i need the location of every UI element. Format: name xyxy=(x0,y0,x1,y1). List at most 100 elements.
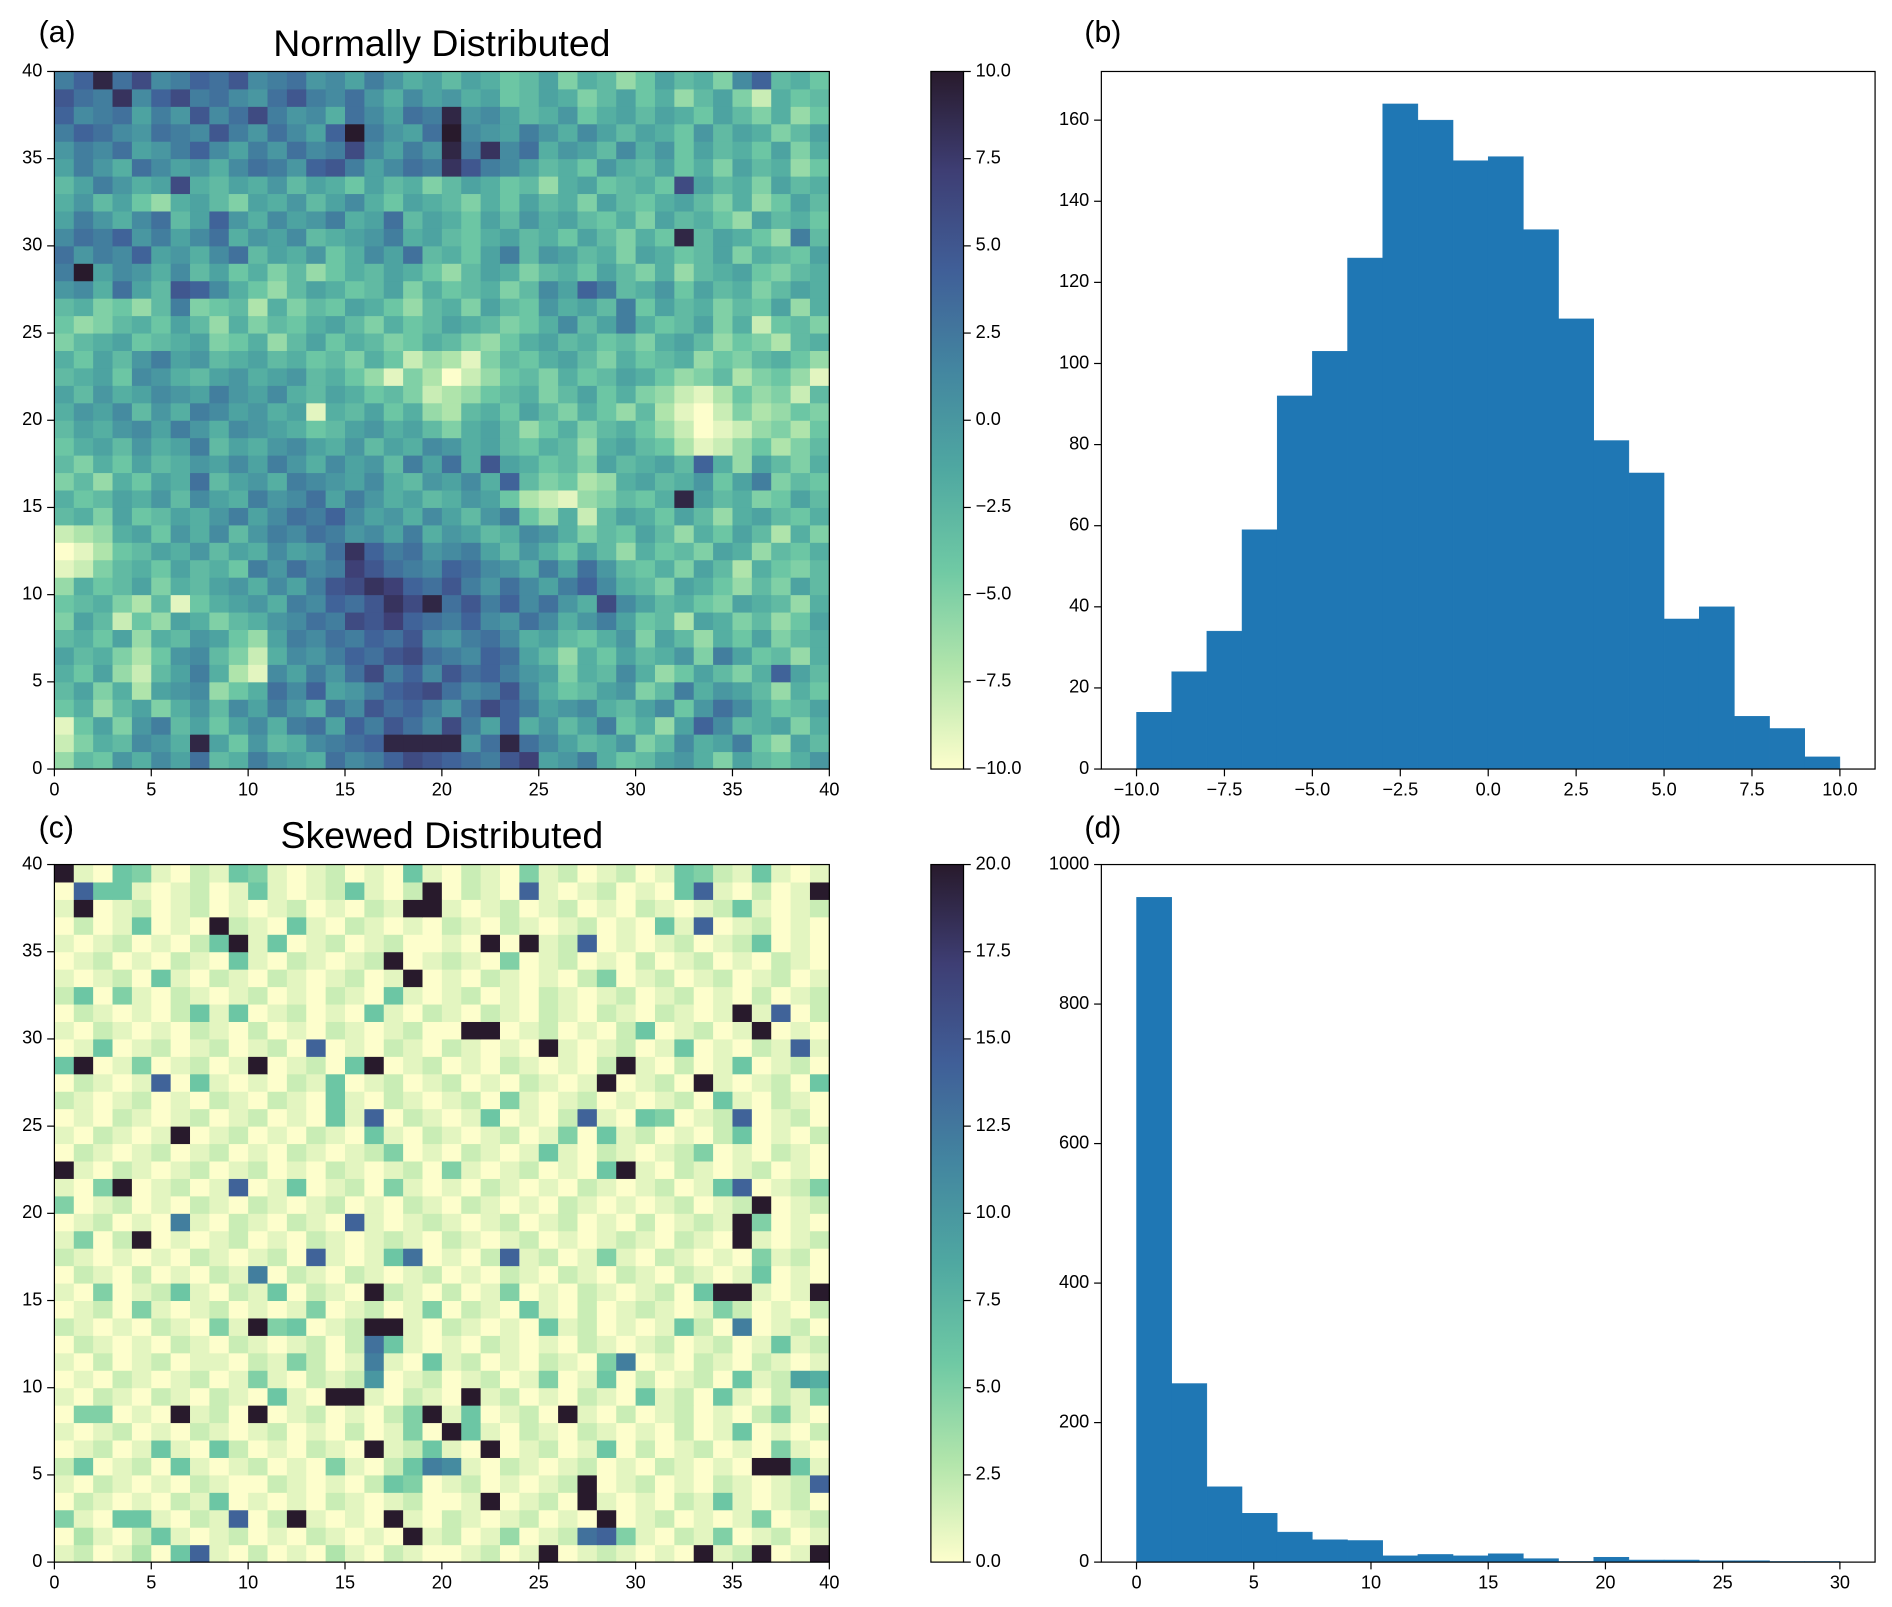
heatmap-cell xyxy=(170,1073,191,1092)
heatmap-cell xyxy=(73,734,94,753)
heatmap-cell xyxy=(267,1457,288,1476)
heatmap-cell xyxy=(751,490,772,508)
heatmap-cell xyxy=(286,751,307,770)
heatmap-cell xyxy=(228,1038,249,1057)
heatmap-cell xyxy=(674,298,695,317)
x-tick-label: 15 xyxy=(335,780,355,800)
heatmap-cell xyxy=(635,1283,656,1302)
heatmap-cell xyxy=(771,1422,792,1441)
heatmap-cell xyxy=(364,1038,385,1057)
heatmap-cell xyxy=(577,1195,598,1214)
heatmap-cell xyxy=(306,437,327,456)
heatmap-cell xyxy=(151,123,172,142)
heatmap-cell xyxy=(306,1527,327,1546)
heatmap-cell xyxy=(112,1021,133,1040)
heatmap-cell xyxy=(674,612,695,631)
heatmap-cell xyxy=(790,1195,811,1214)
heatmap-cell xyxy=(383,951,404,970)
heatmap-cell xyxy=(151,629,172,648)
heatmap-cell xyxy=(596,1195,617,1214)
heatmap-cell xyxy=(131,951,152,970)
histogram-bar xyxy=(1698,606,1735,770)
heatmap-cell xyxy=(790,1126,811,1145)
heatmap-cell xyxy=(519,176,540,195)
heatmap-cell xyxy=(364,490,385,508)
heatmap-cell xyxy=(809,1038,830,1057)
heatmap-cell xyxy=(345,899,365,918)
heatmap-cell xyxy=(499,864,520,883)
heatmap-cell xyxy=(499,594,520,613)
heatmap-cell xyxy=(654,1387,675,1406)
heatmap-cell xyxy=(461,1352,482,1371)
heatmap-cell xyxy=(151,734,172,753)
heatmap-cell xyxy=(364,899,385,918)
heatmap-cell xyxy=(751,916,772,935)
heatmap-cell xyxy=(93,385,114,404)
heatmap-cell xyxy=(461,437,482,456)
heatmap-cell xyxy=(809,1195,830,1214)
heatmap-cell xyxy=(441,1143,462,1162)
heatmap-cell xyxy=(267,881,288,900)
y-tick-label: 15 xyxy=(22,1289,42,1309)
heatmap-cell xyxy=(190,350,210,369)
heatmap-cell xyxy=(751,193,772,212)
heatmap-cell xyxy=(519,1492,540,1511)
heatmap-cell xyxy=(809,1527,830,1546)
heatmap-cell xyxy=(616,193,637,212)
heatmap-cell xyxy=(519,1405,540,1424)
x-tick-label: 20 xyxy=(432,1573,452,1593)
heatmap-cell xyxy=(170,245,191,264)
heatmap-cell xyxy=(713,402,733,421)
heatmap-cell xyxy=(131,88,152,107)
heatmap-cell xyxy=(286,864,307,883)
heatmap-cell xyxy=(209,1527,230,1546)
heatmap-cell xyxy=(732,699,753,718)
heatmap-cell xyxy=(286,646,307,665)
heatmap-cell xyxy=(790,969,811,988)
heatmap-cell xyxy=(771,986,792,1005)
heatmap-cell xyxy=(499,646,520,665)
heatmap-cell xyxy=(461,1038,482,1057)
heatmap-cell xyxy=(112,751,133,770)
heatmap-cell xyxy=(809,681,830,700)
heatmap-cell xyxy=(519,263,540,282)
heatmap-cell xyxy=(267,402,288,421)
heatmap-cell xyxy=(325,1021,346,1040)
heatmap-cell xyxy=(480,934,501,953)
heatmap-cell xyxy=(131,1161,152,1179)
heatmap-cell xyxy=(461,1213,482,1232)
heatmap-cell xyxy=(345,1091,365,1110)
heatmap-cell xyxy=(248,455,268,474)
heatmap-cell xyxy=(577,646,598,665)
heatmap-cell xyxy=(693,629,714,648)
heatmap-cell xyxy=(248,559,268,578)
heatmap-cell xyxy=(306,263,327,282)
heatmap-cell xyxy=(306,1091,327,1110)
heatmap-cell xyxy=(112,350,133,369)
heatmap-cell xyxy=(519,1544,540,1563)
heatmap-cell xyxy=(732,71,753,90)
heatmap-cell xyxy=(635,699,656,718)
histogram-bar xyxy=(1734,716,1770,770)
heatmap-cell xyxy=(480,986,501,1005)
heatmap-cell xyxy=(480,916,501,935)
heatmap-cell xyxy=(190,437,210,456)
heatmap-cell xyxy=(228,1004,249,1022)
heatmap-cell xyxy=(209,1178,230,1197)
heatmap-cell xyxy=(577,986,598,1005)
heatmap-cell xyxy=(558,1335,578,1354)
heatmap-cell xyxy=(345,1422,365,1441)
heatmap-cell xyxy=(228,71,249,90)
heatmap-cell xyxy=(596,1038,617,1057)
heatmap-cell xyxy=(674,1091,695,1110)
heatmap-cell xyxy=(228,1474,249,1493)
heatmap-cell xyxy=(228,1265,249,1284)
heatmap-cell xyxy=(732,1370,753,1389)
y-tick-label: 40 xyxy=(1069,596,1089,616)
heatmap-cell xyxy=(480,1352,501,1371)
heatmap-cell xyxy=(170,1056,191,1075)
heatmap-cell xyxy=(112,1544,133,1563)
heatmap-cell xyxy=(131,106,152,125)
heatmap-cell xyxy=(751,899,772,918)
heatmap-cell xyxy=(713,141,733,160)
